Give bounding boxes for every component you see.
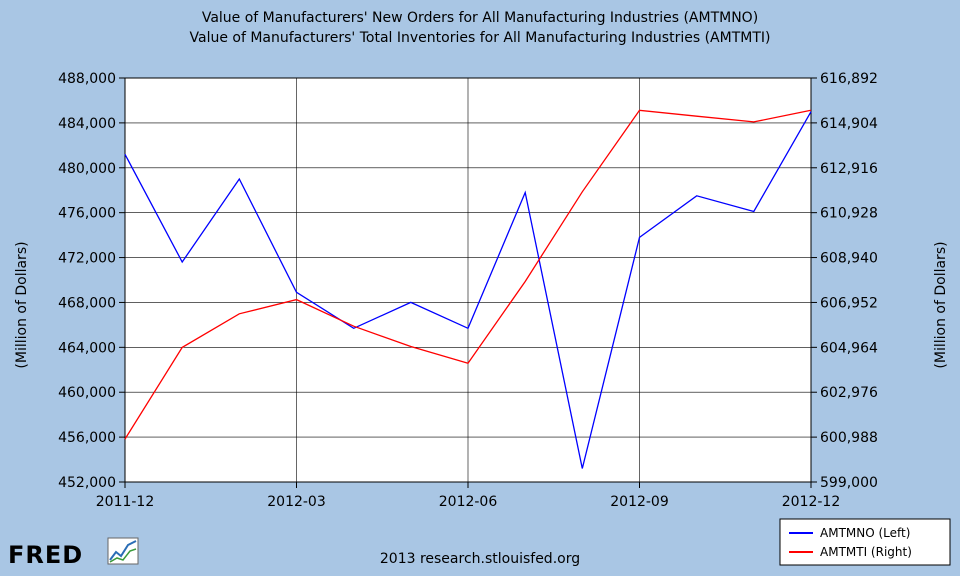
x-tick-label: 2012-03	[267, 494, 326, 510]
y-tick-label-right: 599,000	[820, 475, 878, 491]
y-tick-label-right: 610,928	[820, 206, 878, 222]
y-axis-right: 599,000 600,988 602,976 604,964 606,952 608,9…	[811, 71, 878, 491]
y-tick-label-right: 616,892	[820, 71, 878, 87]
y-tick-label-left: 452,000	[58, 475, 116, 491]
y-tick-label-right: 614,904	[820, 116, 878, 132]
y-tick-label-left: 472,000	[58, 251, 116, 267]
x-tick-label: 2012-06	[439, 494, 498, 510]
y-tick-label-right: 606,952	[820, 295, 878, 311]
y-tick-label-right: 604,964	[820, 340, 878, 356]
y-tick-label-left: 456,000	[58, 430, 116, 446]
x-axis: 2011-12 2012-03 2012-06 2012-09 2012-12	[96, 482, 841, 510]
x-tick-label: 2011-12	[96, 494, 155, 510]
series-line-amtmno	[124, 111, 812, 469]
legend: AMTMNO (Left) AMTMTI (Right)	[779, 518, 951, 566]
chart-title: Value of Manufacturers' New Orders for A…	[202, 10, 758, 26]
y-axis-left: 452,000 456,000 460,000 464,000 468,000 472,0…	[58, 71, 125, 491]
y-tick-label-left: 480,000	[58, 161, 116, 177]
y-axis-left-label: (Million of Dollars)	[14, 241, 30, 368]
y-tick-label-right: 612,916	[820, 161, 878, 177]
series-line-amtmti	[124, 109, 812, 440]
y-tick-label-left: 464,000	[58, 340, 116, 356]
y-tick-label-right: 600,988	[820, 430, 878, 446]
fred-chart-icon	[107, 537, 139, 565]
y-tick-label-left: 484,000	[58, 116, 116, 132]
y-tick-label-left: 488,000	[58, 71, 116, 87]
fred-logo-text: FRED	[8, 541, 83, 569]
legend-label-amtmno: AMTMNO (Left)	[820, 526, 910, 540]
fred-logo: FRED	[8, 537, 139, 569]
source-text: 2013 research.stlouisfed.org	[380, 551, 580, 567]
y-tick-label-left: 460,000	[58, 385, 116, 401]
y-tick-label-right: 602,976	[820, 385, 878, 401]
series-lines	[124, 109, 812, 469]
y-tick-label-left: 468,000	[58, 295, 116, 311]
grid-lines	[125, 78, 811, 482]
legend-label-amtmti: AMTMTI (Right)	[820, 545, 912, 559]
x-tick-label: 2012-12	[782, 494, 841, 510]
y-axis-right-label: (Million of Dollars)	[933, 241, 949, 368]
y-tick-label-left: 476,000	[58, 206, 116, 222]
x-tick-label: 2012-09	[610, 494, 669, 510]
y-tick-label-right: 608,940	[820, 251, 878, 267]
chart-subtitle: Value of Manufacturers' Total Inventorie…	[190, 30, 771, 46]
